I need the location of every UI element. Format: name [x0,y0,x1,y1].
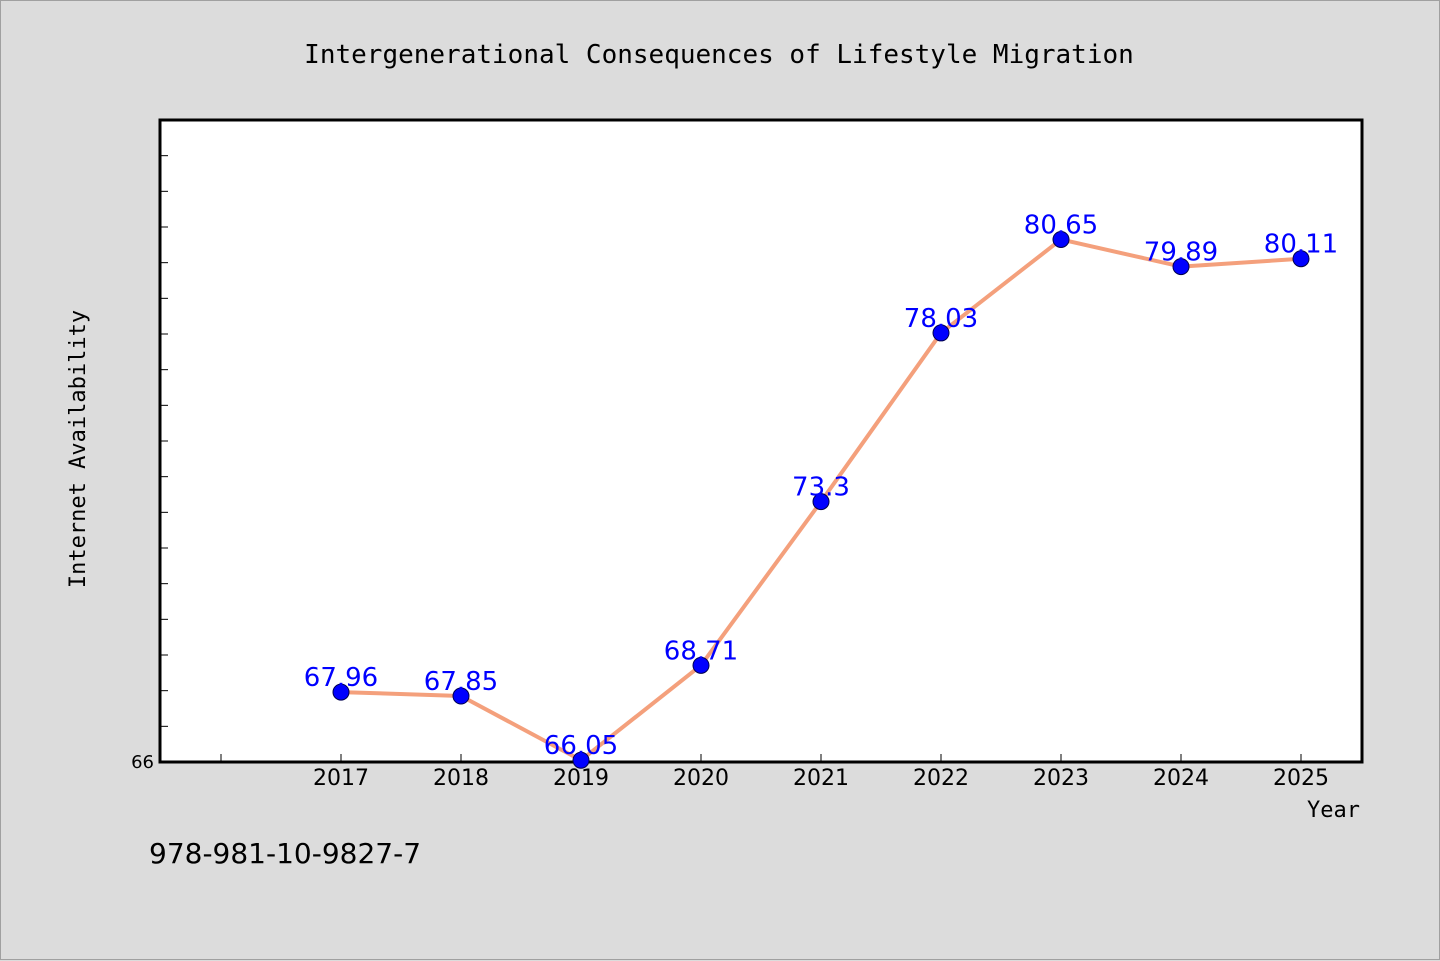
data-label: 80.11 [1264,230,1338,260]
x-tick-label: 2019 [553,766,609,791]
data-point [812,493,830,511]
isbn-footer: 978-981-10-9827-7 [149,837,421,870]
y-axis-ticks [160,155,168,727]
x-tick-label: 2020 [673,766,729,791]
data-point [572,751,590,769]
data-label: 68.71 [664,636,738,666]
data-labels: 67.96 67.85 66.05 68.71 73.3 78.03 80.65 79.89 8… [304,210,1338,761]
data-point [1052,230,1070,248]
data-label: 66.05 [544,731,618,761]
y-tick-label: 66 [131,752,154,773]
data-point [692,656,710,674]
data-label: 80.65 [1024,210,1098,240]
x-axis-label: Year [1307,798,1360,823]
y-axis-tick-labels: 66 [131,752,154,773]
x-tick-label: 2024 [1153,766,1209,791]
x-tick-label: 2018 [433,766,489,791]
x-axis-tick-labels: 2017 2018 2019 2020 2021 2022 2023 2024 2025 [313,766,1329,791]
x-tick-label: 2022 [913,766,969,791]
chart-title: Intergenerational Consequences of Lifest… [304,40,1134,70]
data-point [452,687,470,705]
data-label: 67.85 [424,667,498,697]
x-tick-label: 2021 [793,766,849,791]
x-tick-label: 2017 [313,766,369,791]
data-point [332,683,350,701]
x-tick-label: 2025 [1273,766,1329,791]
data-label: 79.89 [1144,238,1218,268]
data-label: 73.3 [792,473,850,503]
x-tick-label: 2023 [1033,766,1089,791]
data-markers [332,230,1310,769]
data-label: 78.03 [904,304,978,334]
data-label: 67.96 [304,663,378,693]
data-point [1292,250,1310,268]
y-axis-label: Internet Availability [66,310,91,588]
data-point [1172,258,1190,276]
plot-area [158,118,1364,764]
data-point [932,324,950,342]
